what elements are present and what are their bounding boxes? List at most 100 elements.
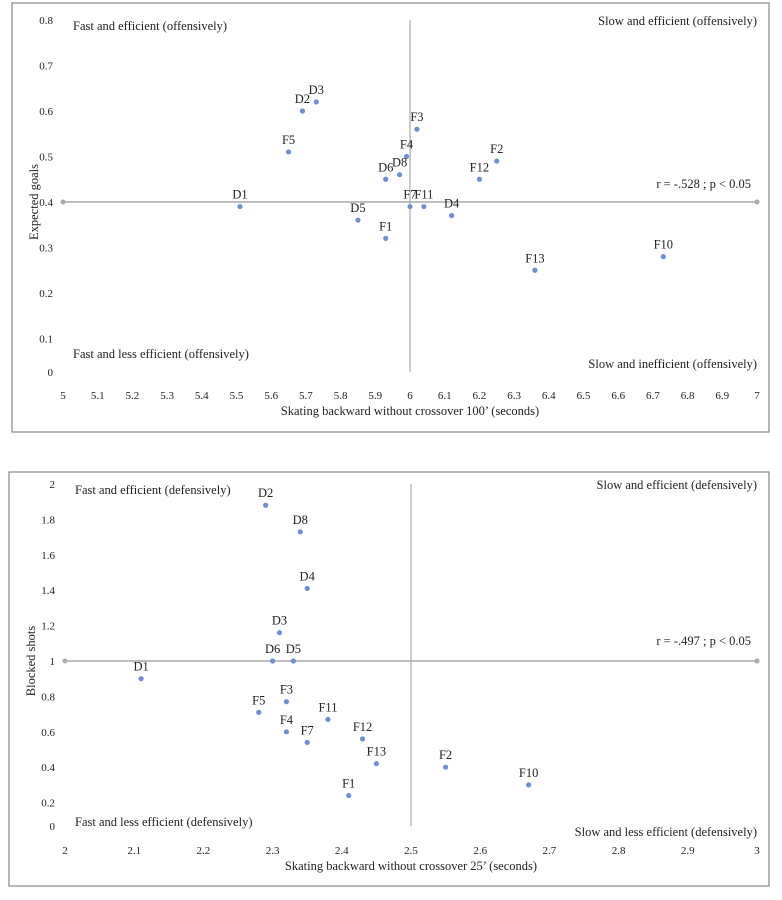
data-point bbox=[383, 176, 389, 182]
x-tick-label: 2.6 bbox=[473, 845, 487, 857]
data-point bbox=[373, 761, 379, 767]
y-tick-label: 0.4 bbox=[39, 197, 53, 209]
y-tick-label: 0.5 bbox=[39, 152, 53, 164]
data-point bbox=[237, 203, 243, 210]
data-point bbox=[304, 739, 310, 746]
reference-line-end-marker bbox=[754, 658, 760, 664]
data-point-label: F3 bbox=[280, 683, 293, 697]
data-point-label: D4 bbox=[300, 569, 316, 583]
y-axis-label: Expected goals bbox=[27, 164, 41, 240]
quadrant-label-bottom-right: Slow and less efficient (defensively) bbox=[575, 825, 757, 839]
y-tick-label: 1.2 bbox=[41, 621, 55, 633]
y-tick-label: 1 bbox=[50, 656, 56, 668]
y-tick-label: 0 bbox=[50, 821, 56, 833]
x-tick-label: 2.4 bbox=[335, 845, 349, 857]
x-tick-label: 5.7 bbox=[299, 390, 313, 402]
data-point-label: D1 bbox=[133, 660, 148, 674]
quadrant-label-top-right: Slow and efficient (offensively) bbox=[598, 14, 757, 28]
data-point bbox=[494, 158, 500, 164]
y-tick-label: 1.6 bbox=[41, 550, 55, 562]
quadrant-label-bottom-left: Fast and less efficient (defensively) bbox=[75, 815, 253, 829]
data-point-label: F5 bbox=[282, 133, 295, 147]
x-tick-label: 2.2 bbox=[197, 845, 211, 857]
data-point bbox=[304, 585, 310, 592]
chart-frame-1 bbox=[11, 2, 770, 433]
x-tick-label: 6.6 bbox=[611, 390, 625, 402]
data-point-label: D2 bbox=[295, 92, 310, 106]
x-axis-label: Skating backward without crossover 25’ (… bbox=[285, 859, 537, 873]
data-point bbox=[346, 792, 352, 799]
y-tick-label: 0.3 bbox=[39, 243, 53, 255]
data-point bbox=[660, 254, 666, 260]
data-point-label: D8 bbox=[293, 513, 308, 527]
correlation-annotation: r = -.497 ; p < 0.05 bbox=[656, 634, 751, 648]
data-point bbox=[396, 172, 403, 178]
data-point bbox=[283, 729, 290, 735]
x-tick-label: 2.5 bbox=[404, 845, 418, 857]
data-point bbox=[403, 153, 410, 160]
data-point-label: F4 bbox=[280, 713, 294, 727]
x-tick-label: 2 bbox=[62, 845, 68, 857]
data-point bbox=[256, 709, 262, 715]
data-point-label: F5 bbox=[252, 693, 265, 707]
chart-expected-goals: 5 5.1 5.2 5.3 5.4 5.5 5.6 5.7 5.8 5.9 6 6.1 6.2 6.3 6.… bbox=[27, 14, 760, 418]
x-tick-label: 5.4 bbox=[195, 390, 209, 402]
data-point bbox=[290, 658, 296, 664]
y-tick-label: 0.8 bbox=[41, 691, 55, 703]
data-point bbox=[283, 699, 290, 705]
data-point-label: D8 bbox=[392, 156, 407, 170]
data-point bbox=[297, 529, 303, 535]
data-point bbox=[526, 782, 532, 788]
x-axis-label: Skating backward without crossover 100’ … bbox=[281, 404, 539, 418]
y-tick-label: 0.7 bbox=[39, 61, 53, 73]
x-tick-label: 5.2 bbox=[126, 390, 140, 402]
data-point bbox=[449, 213, 455, 219]
data-point-label: F11 bbox=[414, 188, 433, 202]
quadrant-label-top-right: Slow and efficient (defensively) bbox=[597, 478, 757, 492]
data-point-label: D5 bbox=[286, 642, 301, 656]
x-tick-label: 2.9 bbox=[681, 845, 695, 857]
x-tick-label: 6 bbox=[407, 390, 413, 402]
y-tick-label: 0.6 bbox=[39, 106, 53, 118]
data-point bbox=[285, 149, 292, 155]
data-point-label: F10 bbox=[654, 238, 673, 252]
data-point-label: D2 bbox=[258, 486, 273, 500]
data-point bbox=[359, 736, 366, 742]
data-point bbox=[383, 235, 389, 241]
x-tick-label: 6.3 bbox=[507, 390, 521, 402]
y-tick-label: 1.8 bbox=[41, 514, 55, 526]
x-tick-label: 6.7 bbox=[646, 390, 660, 402]
reference-line-end-marker bbox=[60, 199, 66, 205]
quadrant-label-top-left: Fast and efficient (offensively) bbox=[73, 19, 227, 33]
x-tick-label: 5.5 bbox=[230, 390, 244, 402]
x-tick-label: 2.7 bbox=[543, 845, 557, 857]
x-tick-label: 5.8 bbox=[334, 390, 348, 402]
x-tick-label: 2.3 bbox=[266, 845, 280, 857]
data-point bbox=[270, 658, 276, 664]
data-point-label: F2 bbox=[439, 748, 452, 762]
x-tick-label: 5 bbox=[60, 390, 66, 402]
x-tick-label: 6.2 bbox=[473, 390, 487, 402]
data-point bbox=[138, 676, 144, 682]
y-tick-label: 0.2 bbox=[41, 798, 55, 810]
data-point bbox=[421, 203, 427, 210]
data-point-label: F2 bbox=[490, 142, 503, 156]
x-tick-label: 2.8 bbox=[612, 845, 626, 857]
data-point bbox=[443, 764, 449, 770]
data-point bbox=[355, 217, 361, 223]
x-tick-label: 6.9 bbox=[715, 390, 729, 402]
x-tick-label: 3 bbox=[754, 845, 760, 857]
data-point bbox=[313, 99, 319, 105]
y-tick-label: 0 bbox=[48, 367, 54, 379]
y-tick-label: 1.4 bbox=[41, 585, 55, 597]
reference-line-end-marker bbox=[62, 658, 68, 664]
data-point-label: D5 bbox=[350, 201, 365, 215]
data-point-label: F4 bbox=[400, 138, 414, 152]
data-point bbox=[407, 203, 413, 210]
reference-line-end-marker bbox=[754, 199, 760, 205]
data-point bbox=[299, 108, 306, 114]
data-point-label: F1 bbox=[379, 219, 392, 233]
data-point-label: D3 bbox=[272, 614, 287, 628]
x-tick-label: 6.5 bbox=[577, 390, 591, 402]
